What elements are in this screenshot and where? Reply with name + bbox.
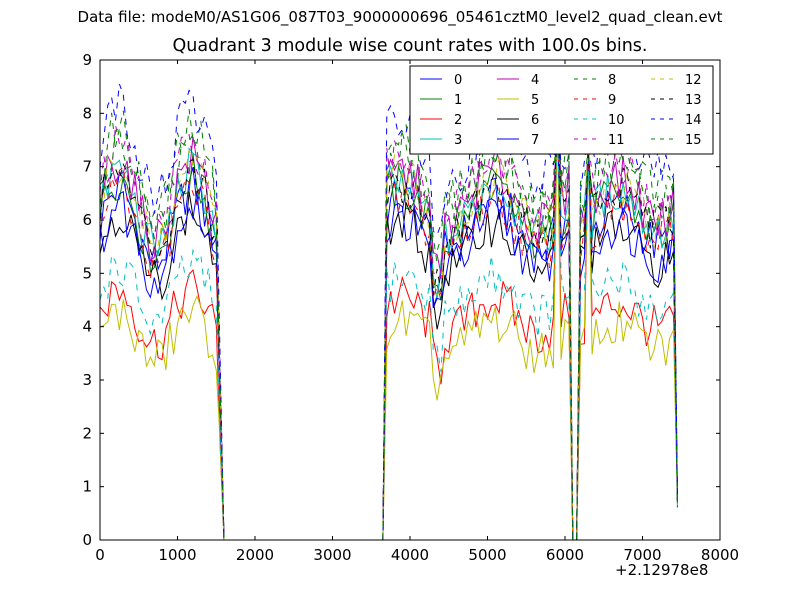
series-line-7 xyxy=(100,118,678,540)
legend-label-3: 3 xyxy=(454,133,462,148)
legend-label-9: 9 xyxy=(608,93,616,108)
series-layer xyxy=(100,83,678,540)
y-tick-label: 0 xyxy=(82,531,92,549)
legend-label-14: 14 xyxy=(685,113,702,128)
x-tick-label: 3000 xyxy=(313,546,351,564)
x-tick-label: 4000 xyxy=(391,546,429,564)
ticks-layer: 0 1000 2000 3000 4000 5000 6000 7000 80000123456… xyxy=(82,51,739,564)
series-line-11 xyxy=(100,118,678,540)
x-tick-label: 0 xyxy=(95,546,105,564)
series-line-2 xyxy=(100,118,678,540)
y-tick-label: 8 xyxy=(82,104,92,122)
legend-label-2: 2 xyxy=(454,113,462,128)
series-line-3 xyxy=(100,118,678,540)
y-tick-label: 1 xyxy=(82,478,92,496)
y-tick-label: 7 xyxy=(82,158,92,176)
legend-label-5: 5 xyxy=(531,93,539,108)
legend-label-0: 0 xyxy=(454,73,462,88)
y-tick-label: 4 xyxy=(82,318,92,336)
legend-label-6: 6 xyxy=(531,113,539,128)
legend-label-11: 11 xyxy=(608,133,625,148)
x-axis-offset-label: +2.12978e8 xyxy=(615,561,709,579)
data-file-title: Data file: modeM0/AS1G06_087T03_90000006… xyxy=(77,8,723,26)
legend-label-8: 8 xyxy=(608,73,616,88)
x-tick-label: 7000 xyxy=(623,546,661,564)
y-tick-label: 3 xyxy=(82,371,92,389)
chart-title: Quadrant 3 module wise count rates with … xyxy=(172,36,648,56)
legend-label-13: 13 xyxy=(685,93,702,108)
y-tick-label: 2 xyxy=(82,424,92,442)
series-line-12 xyxy=(100,118,678,540)
series-line-6 xyxy=(100,118,678,540)
legend-label-4: 4 xyxy=(531,73,539,88)
x-tick-label: 1000 xyxy=(158,546,196,564)
series-line-9 xyxy=(100,118,678,540)
y-tick-label: 6 xyxy=(82,211,92,229)
legend-label-10: 10 xyxy=(608,113,625,128)
series-line-5 xyxy=(100,118,678,540)
legend-label-7: 7 xyxy=(531,133,539,148)
y-tick-label: 9 xyxy=(82,51,92,69)
x-tick-label: 6000 xyxy=(546,546,584,564)
x-tick-label: 2000 xyxy=(236,546,274,564)
legend-label-1: 1 xyxy=(454,93,462,108)
legend-label-15: 15 xyxy=(685,133,702,148)
y-tick-label: 5 xyxy=(82,264,92,282)
series-line-13 xyxy=(100,118,678,540)
x-tick-label: 8000 xyxy=(701,546,739,564)
x-tick-label: 5000 xyxy=(468,546,506,564)
legend-label-12: 12 xyxy=(685,73,702,88)
